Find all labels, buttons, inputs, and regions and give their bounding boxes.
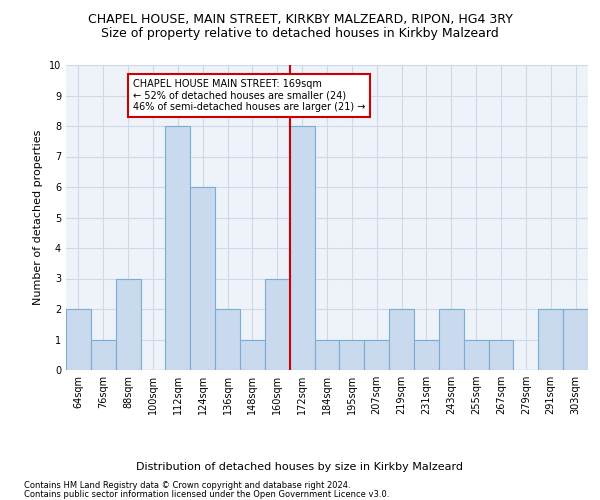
Bar: [389, 309, 414, 370]
Bar: [166, 126, 190, 370]
Y-axis label: Number of detached properties: Number of detached properties: [34, 130, 43, 305]
Bar: [116, 278, 140, 370]
Text: Distribution of detached houses by size in Kirkby Malzeard: Distribution of detached houses by size …: [137, 462, 464, 472]
Bar: [215, 309, 240, 370]
Bar: [265, 278, 290, 370]
Text: Size of property relative to detached houses in Kirkby Malzeard: Size of property relative to detached ho…: [101, 28, 499, 40]
Bar: [414, 340, 439, 370]
Bar: [91, 340, 116, 370]
Bar: [464, 340, 488, 370]
Bar: [563, 309, 588, 370]
Text: Contains HM Land Registry data © Crown copyright and database right 2024.: Contains HM Land Registry data © Crown c…: [24, 481, 350, 490]
Text: CHAPEL HOUSE, MAIN STREET, KIRKBY MALZEARD, RIPON, HG4 3RY: CHAPEL HOUSE, MAIN STREET, KIRKBY MALZEA…: [88, 12, 512, 26]
Bar: [240, 340, 265, 370]
Bar: [538, 309, 563, 370]
Bar: [364, 340, 389, 370]
Text: CHAPEL HOUSE MAIN STREET: 169sqm
← 52% of detached houses are smaller (24)
46% o: CHAPEL HOUSE MAIN STREET: 169sqm ← 52% o…: [133, 78, 365, 112]
Bar: [488, 340, 514, 370]
Bar: [190, 187, 215, 370]
Bar: [290, 126, 314, 370]
Bar: [66, 309, 91, 370]
Bar: [439, 309, 464, 370]
Bar: [314, 340, 340, 370]
Text: Contains public sector information licensed under the Open Government Licence v3: Contains public sector information licen…: [24, 490, 389, 499]
Bar: [340, 340, 364, 370]
